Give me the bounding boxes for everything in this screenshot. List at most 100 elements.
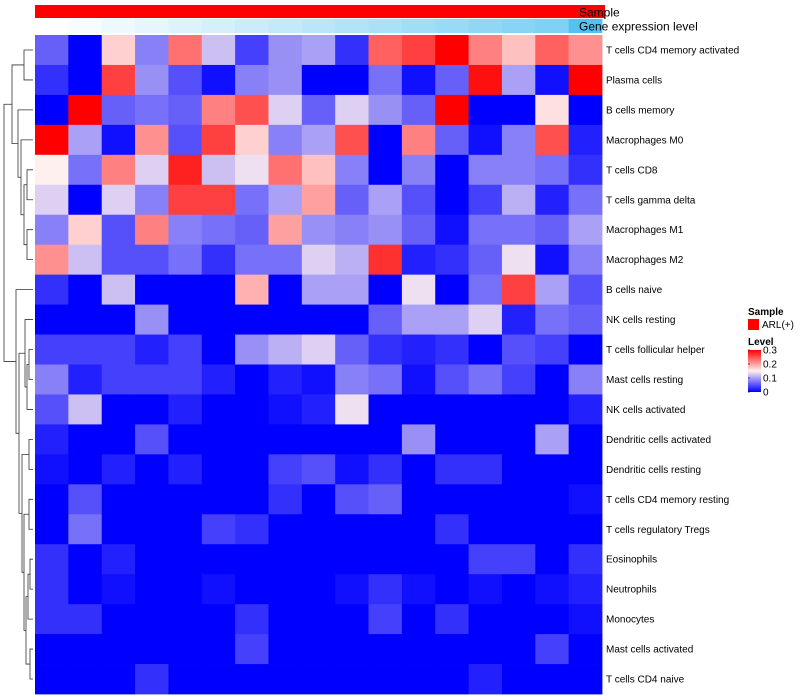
heatmap-cell — [468, 244, 503, 276]
heatmap-cell — [535, 334, 570, 365]
heatmap-cell — [35, 64, 69, 96]
heatmap-cell — [568, 514, 603, 545]
legend-level-title: Level — [748, 337, 774, 348]
expression-level-cell — [101, 19, 136, 33]
heatmap-cell — [401, 334, 436, 365]
heatmap-cell — [468, 334, 503, 365]
heatmap-cell — [301, 574, 336, 605]
heatmap-cell — [401, 35, 436, 66]
heatmap-cell — [335, 484, 369, 515]
heatmap-cell — [535, 184, 570, 216]
heatmap-cell — [35, 574, 69, 605]
heatmap-cell — [201, 214, 236, 246]
heatmap-cell — [401, 304, 436, 335]
heatmap-cell — [135, 214, 169, 246]
heatmap-cell — [335, 124, 369, 156]
heatmap-cell — [401, 274, 436, 305]
heatmap-cell — [301, 634, 336, 665]
heatmap-cell — [535, 514, 570, 545]
heatmap-cell — [435, 334, 469, 365]
heatmap-cell — [568, 634, 603, 665]
row-labels: T cells CD4 memory activated Plasma cells… — [606, 45, 739, 685]
heatmap-cell — [535, 244, 570, 276]
heatmap-cell — [535, 424, 570, 455]
heatmap-cell — [401, 124, 436, 156]
heatmap-cell — [468, 154, 503, 186]
heatmap-cell — [368, 244, 403, 276]
heatmap-cell — [301, 304, 336, 335]
heatmap-cell — [201, 574, 236, 605]
heatmap-cell — [368, 484, 403, 515]
heatmap-cell — [168, 304, 203, 335]
heatmap-cell — [201, 394, 236, 425]
heatmap-cell — [501, 304, 536, 335]
heatmap-cell — [201, 124, 236, 156]
heatmap-cell — [201, 364, 236, 395]
heatmap-cell — [335, 514, 369, 545]
heatmap-cell — [235, 574, 269, 605]
heatmap-cell — [135, 604, 169, 635]
heatmap-cell — [535, 544, 570, 575]
heatmap-cell — [168, 154, 203, 186]
heatmap-cell — [201, 604, 236, 635]
heatmap-cell — [235, 64, 269, 96]
heatmap-cell — [201, 304, 236, 335]
heatmap-cell — [168, 664, 203, 695]
expression-level-cell — [435, 19, 469, 33]
heatmap-cell — [201, 454, 236, 485]
heatmap-cell — [268, 604, 303, 635]
heatmap-cell — [301, 514, 336, 545]
heatmap-cell — [101, 334, 136, 365]
heatmap-cell — [201, 184, 236, 216]
heatmap-cell — [168, 394, 203, 425]
heatmap-cell — [335, 664, 369, 695]
heatmap-cell — [101, 214, 136, 246]
heatmap-cell — [35, 514, 69, 545]
heatmap-cell — [535, 394, 570, 425]
heatmap-cell — [401, 574, 436, 605]
heatmap-cell — [401, 454, 436, 485]
row-label: Monocytes — [606, 615, 654, 626]
heatmap-cell — [401, 604, 436, 635]
heatmap-cell — [268, 424, 303, 455]
heatmap-cell — [368, 574, 403, 605]
heatmap-cell — [168, 514, 203, 545]
row-label: Macrophages M2 — [606, 255, 684, 266]
expression-level-cell — [68, 19, 103, 33]
heatmap-cell — [68, 394, 103, 425]
heatmap-cell — [268, 454, 303, 485]
heatmap-cell — [468, 94, 503, 126]
heatmap-cell — [435, 64, 469, 96]
heatmap-cell — [235, 634, 269, 665]
heatmap-cell — [301, 454, 336, 485]
dendrogram-branch — [27, 573, 33, 620]
heatmap-cell — [568, 574, 603, 605]
legend-sample-swatch — [748, 319, 759, 330]
heatmap-cell — [68, 454, 103, 485]
heatmap-cell — [135, 334, 169, 365]
heatmap-cell — [535, 154, 570, 186]
heatmap-cell — [568, 394, 603, 425]
heatmap-cell — [435, 604, 469, 635]
heatmap-cell — [101, 424, 136, 455]
expression-level-cell — [168, 19, 203, 33]
heatmap-cell — [501, 244, 536, 276]
heatmap-cell — [101, 664, 136, 695]
heatmap-cell — [68, 484, 103, 515]
heatmap-cell — [368, 664, 403, 695]
heatmap-cell — [68, 214, 103, 246]
heatmap-cell — [535, 64, 570, 96]
heatmap-cell — [435, 124, 469, 156]
heatmap-cell — [268, 634, 303, 665]
heatmap-cell — [35, 184, 69, 216]
heatmap-cell — [268, 304, 303, 335]
dendrogram-branch — [28, 438, 33, 470]
heatmap-cell — [68, 94, 103, 126]
heatmap-cell — [368, 514, 403, 545]
heatmap-cell — [135, 94, 169, 126]
heatmap-cell — [301, 424, 336, 455]
expression-level-cell — [268, 19, 303, 33]
dendrogram-branch — [26, 229, 33, 261]
heatmap-cell — [301, 604, 336, 635]
heatmap-cell — [201, 334, 236, 365]
